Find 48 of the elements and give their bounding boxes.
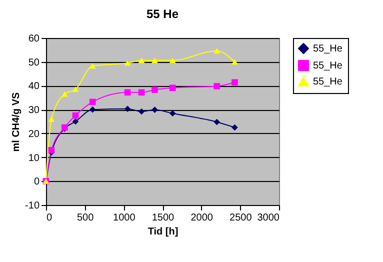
y-tick-label: 20 xyxy=(28,128,40,140)
point xyxy=(152,106,158,113)
x-tick-label: 500 xyxy=(76,212,94,224)
point xyxy=(89,98,96,106)
x-tick-label: 1000 xyxy=(113,212,136,224)
point xyxy=(232,124,238,131)
point xyxy=(214,118,220,126)
point xyxy=(72,118,79,125)
legend-label: 55_He xyxy=(313,60,343,72)
point xyxy=(214,48,220,54)
x-tick-label: 2000 xyxy=(190,212,214,224)
point xyxy=(138,108,145,115)
point xyxy=(89,106,96,113)
x-tick-label: 0 xyxy=(46,212,52,224)
y-tick-label: 0 xyxy=(34,176,40,188)
point xyxy=(232,79,238,86)
legend-label: 55_He xyxy=(313,76,343,88)
point xyxy=(72,112,79,119)
y-tick-label: 60 xyxy=(28,34,40,44)
legend-label: 55_He xyxy=(313,44,343,54)
point xyxy=(124,106,131,112)
x-tick-label: 2500 xyxy=(230,212,252,224)
point xyxy=(72,86,79,92)
point xyxy=(169,58,176,64)
point xyxy=(89,63,96,69)
y-axis-title: ml CH4/g VS xyxy=(11,92,22,152)
x-axis-title: Tid [h] xyxy=(148,226,178,238)
point xyxy=(169,110,176,117)
x-tick-label: 1500 xyxy=(152,212,175,224)
point xyxy=(138,89,145,96)
chart-title: 55 He xyxy=(146,7,179,21)
point xyxy=(138,58,145,64)
y-tick-label: 30 xyxy=(28,105,40,116)
point xyxy=(48,146,55,154)
point xyxy=(48,116,55,122)
x-tick-label: 3000 xyxy=(257,212,280,224)
point xyxy=(214,83,220,90)
y-tick-label: 40 xyxy=(28,81,40,92)
point xyxy=(232,59,238,65)
y-tick-label: 10 xyxy=(28,152,40,164)
point xyxy=(61,91,68,97)
point xyxy=(124,89,131,96)
point xyxy=(169,84,176,92)
y-tick-label: 50 xyxy=(28,57,40,68)
y-tick-label: -10 xyxy=(25,200,40,212)
point xyxy=(124,60,131,66)
point xyxy=(152,86,158,93)
point xyxy=(152,58,158,64)
